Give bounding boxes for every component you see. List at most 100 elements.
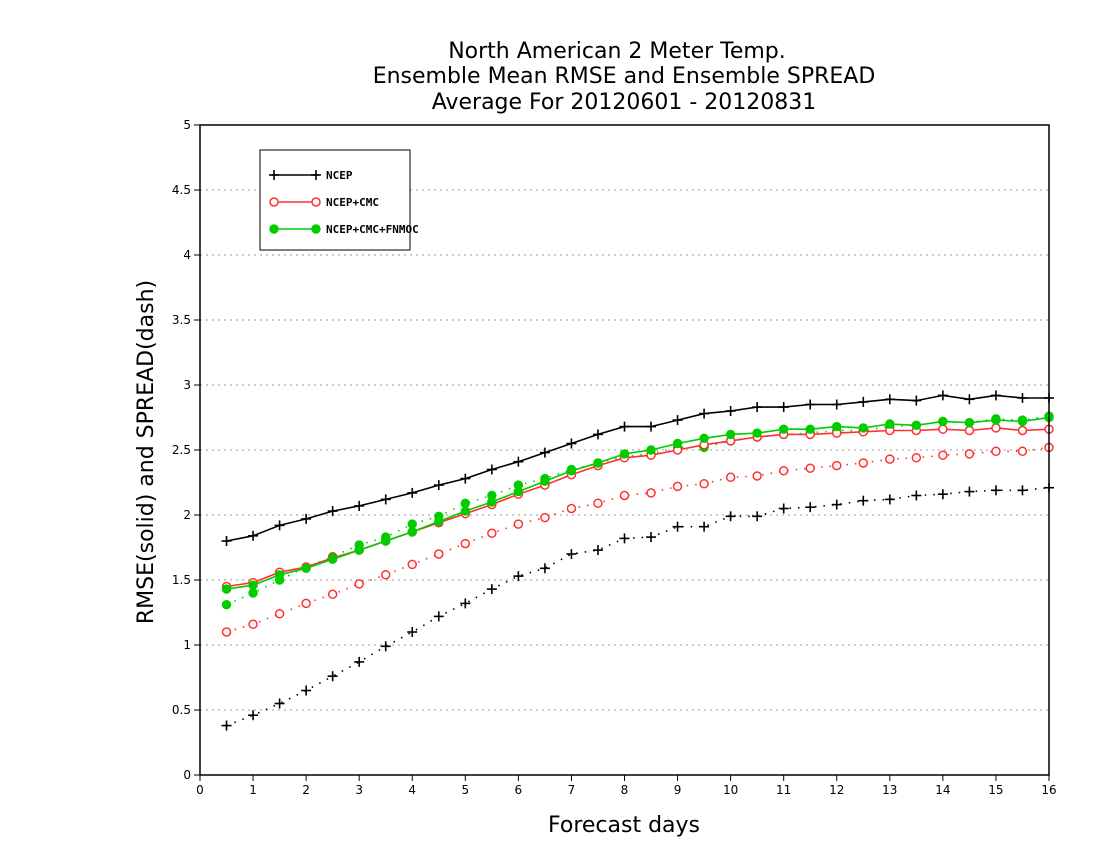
x-tick-label: 2 <box>302 783 310 797</box>
data-point <box>991 423 1001 433</box>
data-point <box>434 549 444 559</box>
data-point <box>380 570 391 580</box>
data-point <box>354 545 364 555</box>
series-spread-3 <box>221 482 1054 731</box>
data-point <box>964 486 975 497</box>
legend-marker <box>311 170 321 180</box>
data-point <box>619 449 630 459</box>
data-point <box>566 549 577 559</box>
data-point <box>725 472 736 483</box>
chart-title: North American 2 Meter Temp. Ensemble Me… <box>373 39 876 115</box>
data-point <box>884 494 895 505</box>
x-tick-label: 9 <box>674 783 682 797</box>
data-point <box>487 497 497 507</box>
data-point <box>778 466 789 476</box>
data-point <box>831 399 842 410</box>
data-point <box>885 419 895 429</box>
data-point <box>725 511 736 522</box>
data-point <box>380 641 391 652</box>
data-point <box>990 485 1001 496</box>
data-point <box>699 408 710 419</box>
data-point <box>407 527 417 537</box>
chart-title-line-2: Ensemble Mean RMSE and Ensemble SPREAD <box>373 64 876 89</box>
series-line <box>226 416 1050 590</box>
data-point <box>513 456 524 467</box>
y-tick-label: 2 <box>183 508 191 522</box>
legend-entry: NCEP <box>269 169 353 182</box>
data-point <box>1017 446 1028 457</box>
data-point <box>646 488 656 498</box>
series-rmse-1 <box>221 423 1054 592</box>
data-point <box>593 458 603 468</box>
data-point <box>327 671 338 682</box>
y-axis-title: RMSE(solid) and SPREAD(dash) <box>134 280 159 624</box>
data-point <box>248 588 258 598</box>
data-point <box>407 487 418 498</box>
x-tick-label: 14 <box>935 783 950 797</box>
data-point <box>646 532 657 543</box>
data-point <box>354 656 365 667</box>
data-point <box>460 473 471 484</box>
y-tick-label: 3.5 <box>172 313 191 327</box>
data-point <box>460 498 471 508</box>
data-point <box>752 471 762 481</box>
x-axis-title: Forecast days <box>548 813 700 838</box>
data-point <box>884 394 895 405</box>
x-tick-label: 1 <box>249 783 257 797</box>
data-point <box>938 416 948 427</box>
data-point <box>248 710 259 721</box>
data-point <box>699 433 709 443</box>
data-point <box>752 428 762 438</box>
series-rmse-0 <box>221 390 1054 546</box>
y-tick-label: 2.5 <box>172 443 191 457</box>
data-point <box>566 503 577 514</box>
data-point <box>407 519 417 529</box>
data-point <box>964 394 975 405</box>
data-point <box>938 424 948 434</box>
data-point <box>540 476 550 486</box>
data-point <box>274 570 285 580</box>
y-tick-label: 0.5 <box>172 703 191 717</box>
legend-box <box>259 149 411 251</box>
y-tick-label: 4.5 <box>172 183 191 197</box>
chart-title-line-3: Average For 20120601 - 20120831 <box>432 90 817 115</box>
data-point <box>539 447 550 458</box>
data-point <box>937 390 948 401</box>
data-point <box>752 402 763 413</box>
data-point <box>672 438 683 449</box>
x-tick-label: 8 <box>621 783 629 797</box>
x-tick-label: 3 <box>355 783 363 797</box>
data-point <box>248 580 258 590</box>
y-tick-label: 1 <box>183 638 191 652</box>
data-point <box>301 563 311 573</box>
data-point <box>991 446 1001 457</box>
data-point <box>619 421 630 432</box>
data-point <box>805 399 816 410</box>
data-point <box>858 495 869 506</box>
x-tick-label: 4 <box>408 783 416 797</box>
data-point <box>327 506 338 517</box>
data-point <box>221 584 232 594</box>
data-point <box>513 571 524 582</box>
data-point <box>592 429 603 440</box>
chart-title-line-1: North American 2 Meter Temp. <box>448 39 786 64</box>
legend-entry: NCEP+CMC+FNMOC <box>269 223 419 236</box>
data-point <box>964 449 975 459</box>
data-point <box>486 464 497 475</box>
data-point <box>566 438 577 449</box>
data-point <box>221 536 232 546</box>
data-point <box>885 454 895 464</box>
data-point <box>327 554 338 564</box>
data-point <box>407 559 417 570</box>
legend-entry: NCEP+CMC <box>269 196 379 209</box>
x-tick-label: 12 <box>829 783 844 797</box>
x-tick-label: 10 <box>723 783 738 797</box>
legend: NCEP NCEP+CMC NCEP+CMC+FNMOC <box>259 149 419 251</box>
data-point <box>221 600 232 610</box>
x-tick-label: 5 <box>461 783 469 797</box>
data-point <box>805 463 815 473</box>
data-point <box>672 521 683 532</box>
data-point <box>646 445 656 455</box>
data-point <box>725 429 736 440</box>
